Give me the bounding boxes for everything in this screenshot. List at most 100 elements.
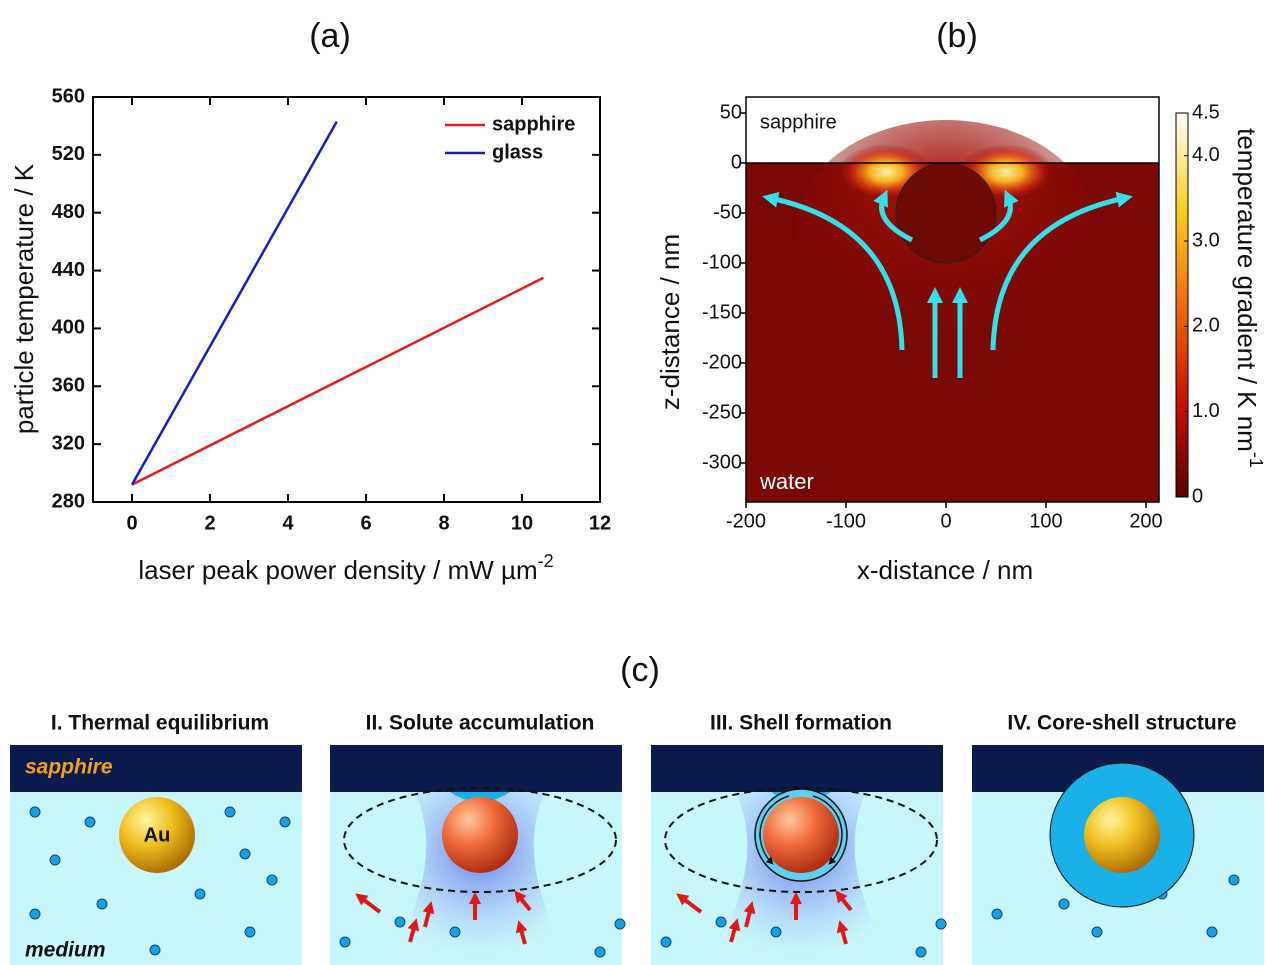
colorbar-label: temperature gradient / K nm-1 (1232, 128, 1266, 468)
region-label: medium (25, 939, 106, 962)
colorbar-tick-label: 2.0 (1192, 315, 1220, 337)
flux-arrow (422, 901, 435, 928)
flux-arrow (835, 890, 853, 912)
solute (244, 926, 256, 938)
solute (194, 888, 206, 900)
plot-frame (745, 96, 1160, 503)
region-label: sapphire (25, 756, 113, 779)
x-tick-label: 12 (589, 512, 611, 534)
circulation (759, 795, 790, 865)
y-axis-label: z-distance / nm (655, 234, 685, 410)
field-map (746, 97, 1159, 502)
x-tick-label: 0 (126, 512, 137, 534)
step-title: I. Thermal equilibrium (51, 712, 269, 735)
x-tick-label: -200 (726, 510, 766, 532)
boundary (343, 787, 617, 893)
solute (660, 936, 672, 948)
solute (449, 926, 461, 938)
plot-frame (92, 96, 601, 503)
x-tick-label: 100 (1029, 510, 1062, 532)
y-tick-label: 440 (52, 259, 85, 281)
colorbar-label-main: temperature gradient / K nm (1232, 128, 1262, 452)
solute (49, 854, 61, 866)
y-tick-label: 560 (52, 85, 85, 107)
y-tick-label: 520 (52, 143, 85, 165)
solute (84, 816, 96, 828)
solute (224, 806, 236, 818)
sapphire (651, 745, 943, 792)
solute (1091, 926, 1103, 938)
solute (915, 946, 927, 958)
x-tick-label: 0 (940, 510, 951, 532)
y-tick-label: -250 (702, 401, 742, 423)
sapphire (10, 745, 302, 792)
colorbar-tick-label: 0 (1192, 485, 1203, 507)
y-tick-label: -200 (702, 351, 742, 373)
boundary (664, 787, 938, 893)
colorbar-label-sup: -1 (1246, 452, 1266, 468)
y-tick-label: 320 (52, 432, 85, 454)
flux-arrow (515, 920, 528, 945)
solute (715, 916, 727, 928)
y-axis-label: particle temperature / K (9, 163, 39, 434)
x-tick-label: 200 (1129, 510, 1162, 532)
flux-arrow (355, 893, 382, 914)
y-tick-label: 360 (52, 375, 85, 397)
solute (29, 806, 41, 818)
core-label: Au (144, 824, 171, 846)
x-tick-label: 6 (360, 512, 371, 534)
y-tick-label: 400 (52, 317, 85, 339)
region-label: sapphire (760, 111, 837, 133)
y-tick-label: 50 (720, 101, 742, 123)
y-tick-label: -50 (713, 201, 742, 223)
flux-arrow (743, 901, 756, 928)
y-tick-label: 480 (52, 201, 85, 223)
y-tick-label: -100 (702, 251, 742, 273)
x-tick-label: -100 (826, 510, 866, 532)
solute (339, 936, 351, 948)
x-axis-label-sup: -2 (538, 551, 554, 571)
solute (770, 926, 782, 938)
flux-arrow (407, 918, 420, 943)
core (1084, 797, 1160, 873)
x-axis-label: x-distance / nm (857, 555, 1033, 585)
y-tick-label: 280 (52, 490, 85, 512)
series-line (130, 120, 338, 486)
panel-title: (b) (936, 17, 978, 55)
legend-label: glass (492, 141, 543, 163)
solute (991, 908, 1003, 920)
solute (149, 944, 161, 956)
solute (1206, 926, 1218, 938)
legend-label: sapphire (492, 113, 575, 135)
solute (394, 916, 406, 928)
solute (614, 918, 626, 930)
colorbar-tick-label: 4.0 (1192, 144, 1220, 166)
series-line (131, 276, 545, 486)
step-title: IV. Core-shell structure (1007, 712, 1236, 735)
flux-arrow (676, 893, 703, 914)
process-diagram: I. Thermal equilibrium sapphire Au medium II… (10, 712, 1264, 965)
x-tick-label: 2 (204, 512, 215, 534)
sapphire (330, 745, 622, 792)
solute (1058, 898, 1070, 910)
flux-arrow (728, 918, 741, 943)
flux-arrow (836, 920, 849, 945)
solute (239, 848, 251, 860)
y-tick-label: 0 (731, 151, 742, 173)
solute (279, 816, 291, 828)
y-tick-label: -150 (702, 301, 742, 323)
colorbar (1175, 112, 1189, 498)
solute (1228, 874, 1240, 886)
solute (935, 918, 947, 930)
step-title: III. Shell formation (710, 712, 892, 735)
y-tick-label: -300 (702, 451, 742, 473)
x-tick-label: 8 (438, 512, 449, 534)
core (442, 797, 518, 873)
step-title: II. Solute accumulation (366, 712, 595, 735)
solute (96, 898, 108, 910)
flux-arrow (514, 890, 532, 912)
region-label: water (759, 469, 814, 494)
core (763, 797, 839, 873)
solute (266, 874, 278, 886)
